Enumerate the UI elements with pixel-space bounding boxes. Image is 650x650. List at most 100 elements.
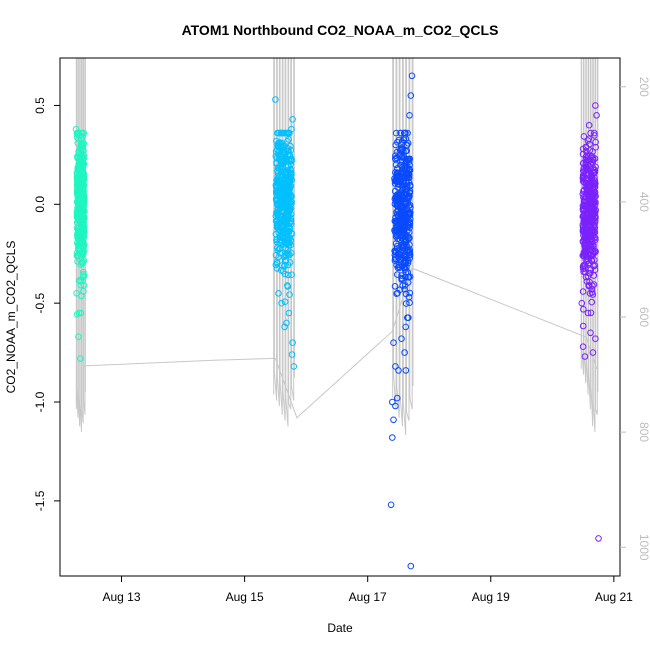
data-point: [79, 216, 87, 224]
outlier-point: [407, 562, 415, 570]
data-point: [80, 268, 87, 276]
y2-tick-label: 800: [637, 422, 650, 442]
outlier-point: [579, 145, 587, 153]
data-point: [80, 271, 87, 278]
outlier-point: [587, 329, 594, 337]
data-point: [79, 193, 87, 200]
outlier-point: [272, 96, 279, 103]
data-point: [399, 229, 406, 237]
outlier-point: [392, 363, 399, 370]
x-tick-label: Aug 13: [103, 590, 141, 604]
y-tick-label: 0.5: [33, 97, 47, 114]
data-point: [582, 256, 590, 263]
x-tick-label: Aug 17: [349, 590, 387, 604]
data-point: [391, 248, 399, 256]
data-point: [286, 259, 294, 266]
data-point: [585, 217, 592, 225]
data-point: [585, 282, 592, 289]
outlier-point: [285, 309, 293, 317]
data-point: [281, 169, 289, 176]
data-point: [73, 173, 81, 181]
data-point: [79, 178, 87, 185]
data-point: [586, 216, 593, 223]
outlier-point: [398, 141, 405, 149]
data-point: [282, 154, 289, 161]
outlier-point: [392, 402, 399, 410]
outlier-point: [584, 309, 592, 317]
data-point: [592, 143, 600, 151]
x-axis: Aug 13 Aug 15 Aug 17 Aug 19 Aug 21: [103, 576, 633, 604]
outlier-point: [78, 129, 85, 137]
outlier-point: [73, 290, 80, 297]
outlier-point: [288, 351, 296, 358]
y2-tick-label: 200: [637, 77, 650, 97]
data-point: [582, 161, 589, 168]
data-point: [582, 165, 590, 172]
data-point: [391, 257, 399, 264]
data-point: [278, 190, 286, 197]
data-point: [589, 164, 597, 172]
data-point: [276, 139, 284, 146]
data-point: [591, 266, 599, 274]
data-point: [273, 238, 281, 246]
data-point: [75, 198, 82, 205]
data-point: [75, 217, 83, 225]
data-point: [282, 239, 290, 246]
data-point: [277, 205, 284, 212]
outlier-point: [395, 367, 402, 374]
data-point: [284, 251, 292, 258]
data-point: [284, 144, 291, 152]
data-point: [406, 299, 413, 307]
data-point: [406, 187, 414, 195]
data-point: [398, 168, 406, 175]
data-point: [79, 233, 87, 241]
data-point: [273, 197, 281, 204]
y2-tick-label: 400: [637, 192, 650, 212]
data-point: [278, 223, 285, 230]
data-point: [591, 174, 598, 181]
data-point: [391, 283, 399, 290]
data-point: [580, 199, 588, 206]
data-point: [394, 289, 401, 297]
data-point: [401, 222, 409, 230]
y-tick-label: -0.5: [33, 293, 47, 314]
data-point: [273, 216, 281, 224]
data-point: [582, 144, 590, 151]
outlier-point: [393, 394, 401, 402]
y-axis-title: CO2_NOAA_m_CO2_QCLS: [4, 241, 18, 394]
data-point: [397, 129, 404, 137]
data-point: [398, 161, 406, 169]
data-point: [75, 252, 82, 260]
co2-points-layer: [72, 72, 602, 570]
outlier-point: [389, 434, 396, 441]
data-point: [396, 177, 403, 185]
y-tick-label: -1.5: [33, 490, 47, 511]
data-point: [401, 208, 408, 216]
data-point: [581, 237, 589, 245]
y-tick-label: 0.0: [33, 196, 47, 213]
data-point: [286, 212, 293, 219]
data-point: [586, 140, 593, 148]
y-axis: 0.5 0.0 -0.5 -1.0 -1.5: [33, 97, 60, 511]
data-point: [274, 247, 282, 254]
data-point: [276, 239, 283, 246]
data-point: [588, 298, 596, 306]
data-point: [404, 129, 411, 137]
flight-series-3: [387, 72, 416, 570]
outlier-point: [406, 112, 413, 119]
flight-series-1: [72, 125, 88, 362]
outlier-point: [80, 288, 87, 295]
data-point: [277, 142, 285, 150]
data-point: [278, 129, 285, 137]
data-point: [287, 171, 295, 179]
data-point: [74, 233, 82, 241]
data-point: [285, 136, 292, 143]
data-point: [283, 196, 291, 204]
data-point: [590, 166, 598, 173]
data-point: [394, 193, 402, 201]
chart-title: ATOM1 Northbound CO2_NOAA_m_CO2_QCLS: [182, 22, 499, 38]
data-point: [396, 181, 404, 189]
data-point: [396, 264, 404, 272]
data-point: [288, 271, 295, 279]
data-point: [281, 177, 289, 185]
